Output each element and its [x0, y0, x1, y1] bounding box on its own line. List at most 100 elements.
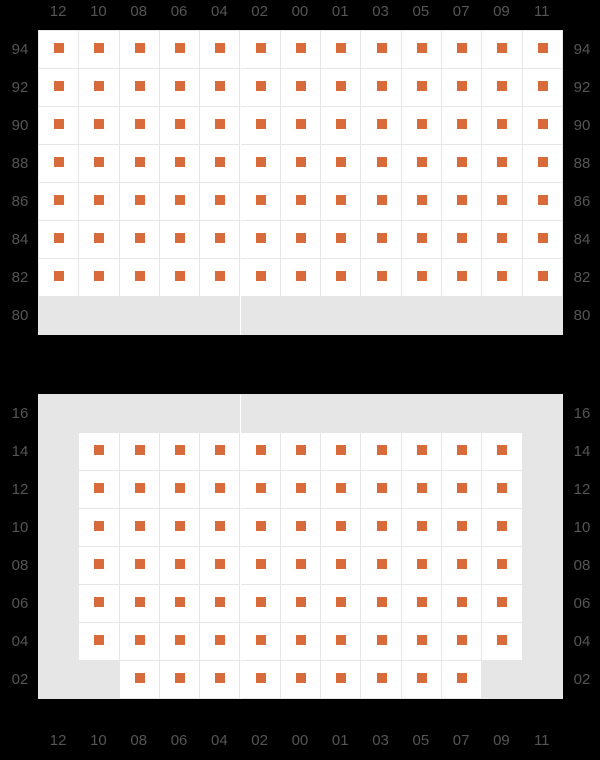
chart2-cell [402, 547, 442, 585]
marker-icon [215, 81, 225, 91]
marker-icon [256, 233, 266, 243]
marker-icon [54, 81, 64, 91]
marker-icon [336, 635, 346, 645]
chart1-cell [361, 221, 401, 259]
chart2-cell [160, 509, 200, 547]
chart2-cell [482, 509, 522, 547]
marker-icon [135, 673, 145, 683]
chart1-cell [160, 259, 200, 297]
chart2-cell [482, 547, 522, 585]
chart1-cell [39, 183, 79, 221]
marker-icon [336, 673, 346, 683]
marker-icon [135, 81, 145, 91]
marker-icon [175, 233, 185, 243]
chart2-cell [442, 433, 482, 471]
chart1-cell [482, 259, 522, 297]
chart1-row-label-right: 86 [571, 194, 593, 209]
marker-icon [417, 635, 427, 645]
chart2-col-label: 07 [441, 733, 481, 748]
chart1-cell [79, 297, 119, 335]
marker-icon [336, 559, 346, 569]
chart2-cell [200, 433, 240, 471]
marker-icon [175, 195, 185, 205]
chart2-cell [39, 433, 79, 471]
marker-icon [497, 635, 507, 645]
chart2-cell [79, 433, 119, 471]
marker-icon [94, 233, 104, 243]
marker-icon [377, 673, 387, 683]
marker-icon [417, 445, 427, 455]
marker-icon [94, 559, 104, 569]
chart2-cell [482, 471, 522, 509]
chart2-col-label: 02 [240, 733, 280, 748]
chart1-row-label-right: 82 [571, 270, 593, 285]
marker-icon [538, 119, 548, 129]
chart1-cell [241, 31, 281, 69]
marker-icon [377, 597, 387, 607]
chart1-cell [361, 259, 401, 297]
chart2-cell [361, 623, 401, 661]
marker-icon [296, 119, 306, 129]
marker-icon [135, 233, 145, 243]
marker-icon [94, 521, 104, 531]
chart1-col-label: 06 [159, 4, 199, 19]
chart1-cell [160, 221, 200, 259]
marker-icon [377, 271, 387, 281]
marker-icon [377, 119, 387, 129]
chart1-cell [361, 69, 401, 107]
chart1-cell [361, 31, 401, 69]
chart2-row-label-left: 02 [9, 672, 31, 687]
chart1-cell [321, 259, 361, 297]
marker-icon [135, 195, 145, 205]
chart2-cell [39, 661, 79, 699]
chart1-cell [200, 221, 240, 259]
chart1-cell [120, 221, 160, 259]
chart2-cell [120, 547, 160, 585]
marker-icon [135, 635, 145, 645]
marker-icon [256, 43, 266, 53]
chart1-col-label: 04 [199, 4, 239, 19]
marker-icon [417, 195, 427, 205]
chart2-cell [200, 661, 240, 699]
marker-icon [256, 559, 266, 569]
chart2-cell [361, 509, 401, 547]
marker-icon [215, 233, 225, 243]
chart2-cell [120, 661, 160, 699]
chart2-cell [79, 623, 119, 661]
chart2-cell [402, 585, 442, 623]
chart1-cell [442, 107, 482, 145]
chart2-col-label: 11 [522, 733, 562, 748]
marker-icon [175, 271, 185, 281]
chart1-cell [281, 31, 321, 69]
chart2-cell [523, 395, 563, 433]
chart2-cell [361, 433, 401, 471]
marker-icon [538, 195, 548, 205]
marker-icon [94, 43, 104, 53]
chart2-cell [523, 547, 563, 585]
chart1-cell [200, 69, 240, 107]
marker-icon [296, 483, 306, 493]
marker-icon [336, 119, 346, 129]
chart2-cell [241, 509, 281, 547]
chart2-cell [402, 471, 442, 509]
chart1-row-label-left: 82 [9, 270, 31, 285]
marker-icon [377, 233, 387, 243]
marker-icon [215, 483, 225, 493]
chart2-cell [160, 661, 200, 699]
chart2-cell [160, 547, 200, 585]
marker-icon [256, 81, 266, 91]
marker-icon [417, 233, 427, 243]
chart1-col-label: 07 [441, 4, 481, 19]
marker-icon [457, 233, 467, 243]
chart2-cell [482, 433, 522, 471]
marker-icon [175, 673, 185, 683]
marker-icon [457, 635, 467, 645]
marker-icon [256, 673, 266, 683]
chart1-cell [281, 221, 321, 259]
marker-icon [215, 597, 225, 607]
chart1-cell [241, 221, 281, 259]
marker-icon [256, 445, 266, 455]
chart2-cell [361, 661, 401, 699]
chart1-cell [321, 31, 361, 69]
chart1-cell [200, 297, 240, 335]
